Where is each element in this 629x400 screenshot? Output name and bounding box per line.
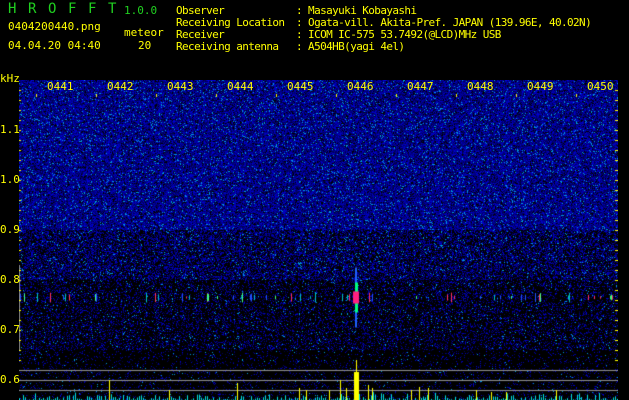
info-label: Receiver: [176, 28, 225, 41]
x-tick-label: 0444: [227, 80, 254, 93]
x-tick-label: 0441: [47, 80, 74, 93]
title-letter: H: [8, 1, 17, 17]
y-tick-label: 1.1: [0, 123, 20, 136]
x-tick-label: 0449: [527, 80, 554, 93]
x-tick-label: 0450: [587, 80, 614, 93]
title-letter: T: [108, 1, 117, 17]
spectrogram: [19, 80, 618, 400]
info-label: Receiving antenna: [176, 40, 279, 53]
y-axis-label: kHz: [0, 72, 20, 85]
title-letter: R: [28, 1, 37, 17]
datetime: 04.04.20 04:40: [8, 39, 101, 52]
y-tick-label: 0.8: [0, 273, 20, 286]
meteor-label: meteor: [124, 26, 164, 39]
version: 1.0.0: [124, 4, 158, 17]
x-tick-label: 0447: [407, 80, 434, 93]
title-letter: O: [48, 1, 57, 17]
y-tick-label: 0.7: [0, 323, 20, 336]
info-label: Receiving Location: [176, 16, 285, 29]
title-letter: F: [68, 1, 77, 17]
meteor-count: 20: [138, 39, 152, 52]
title-letter: F: [88, 1, 97, 17]
info-label: Observer: [176, 4, 225, 17]
y-tick-label: 1.0: [0, 173, 20, 186]
location-value: Ogata-vill. Akita-Pref. JAPAN (139.96E, …: [308, 16, 592, 29]
x-tick-label: 0443: [167, 80, 194, 93]
x-tick-label: 0442: [107, 80, 134, 93]
file-name: 0404200440.png: [8, 20, 101, 33]
receiver-value: ICOM IC-575 53.7492(@LCD)MHz USB: [308, 28, 501, 41]
x-tick-label: 0446: [347, 80, 374, 93]
x-tick-label: 0448: [467, 80, 494, 93]
info-value: : Ogata-vill. Akita-Pref. JAPAN (139.96E…: [296, 16, 592, 29]
antenna-value: A504HB(yagi 4el): [308, 40, 405, 53]
info-value: : Masayuki Kobayashi: [296, 4, 417, 17]
x-tick-label: 0445: [287, 80, 314, 93]
info-value: : ICOM IC-575 53.7492(@LCD)MHz USB: [296, 28, 501, 41]
info-value: : A504HB(yagi 4el): [296, 40, 405, 53]
y-tick-label: 0.6: [0, 373, 20, 386]
observer-value: Masayuki Kobayashi: [308, 4, 417, 17]
y-tick-label: 0.9: [0, 223, 20, 236]
